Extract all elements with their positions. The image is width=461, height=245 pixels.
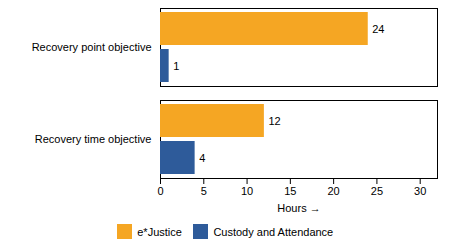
html-text:Custody and Attendance: Custody and Attendance <box>213 225 334 238</box>
svg-text:12: 12 <box>268 115 280 127</box>
html-text:e*Justice: e*Justice <box>137 225 182 238</box>
svg-text:20: 20 <box>328 185 340 197</box>
svg-text:0: 0 <box>157 185 163 197</box>
svg-text:5: 5 <box>201 185 207 197</box>
svg-text:24: 24 <box>372 23 384 35</box>
svg-text:30: 30 <box>414 185 426 197</box>
svg-text:15: 15 <box>284 185 296 197</box>
svg-text:Recovery time objective: Recovery time objective <box>35 133 152 145</box>
svg-text:Recovery point objective: Recovery point objective <box>32 41 152 53</box>
svg-text:Hours →: Hours → <box>277 202 320 214</box>
svg-text:10: 10 <box>241 185 253 197</box>
svg-text:25: 25 <box>371 185 383 197</box>
svg-text:1: 1 <box>173 60 179 72</box>
svg-text:4: 4 <box>199 152 205 164</box>
